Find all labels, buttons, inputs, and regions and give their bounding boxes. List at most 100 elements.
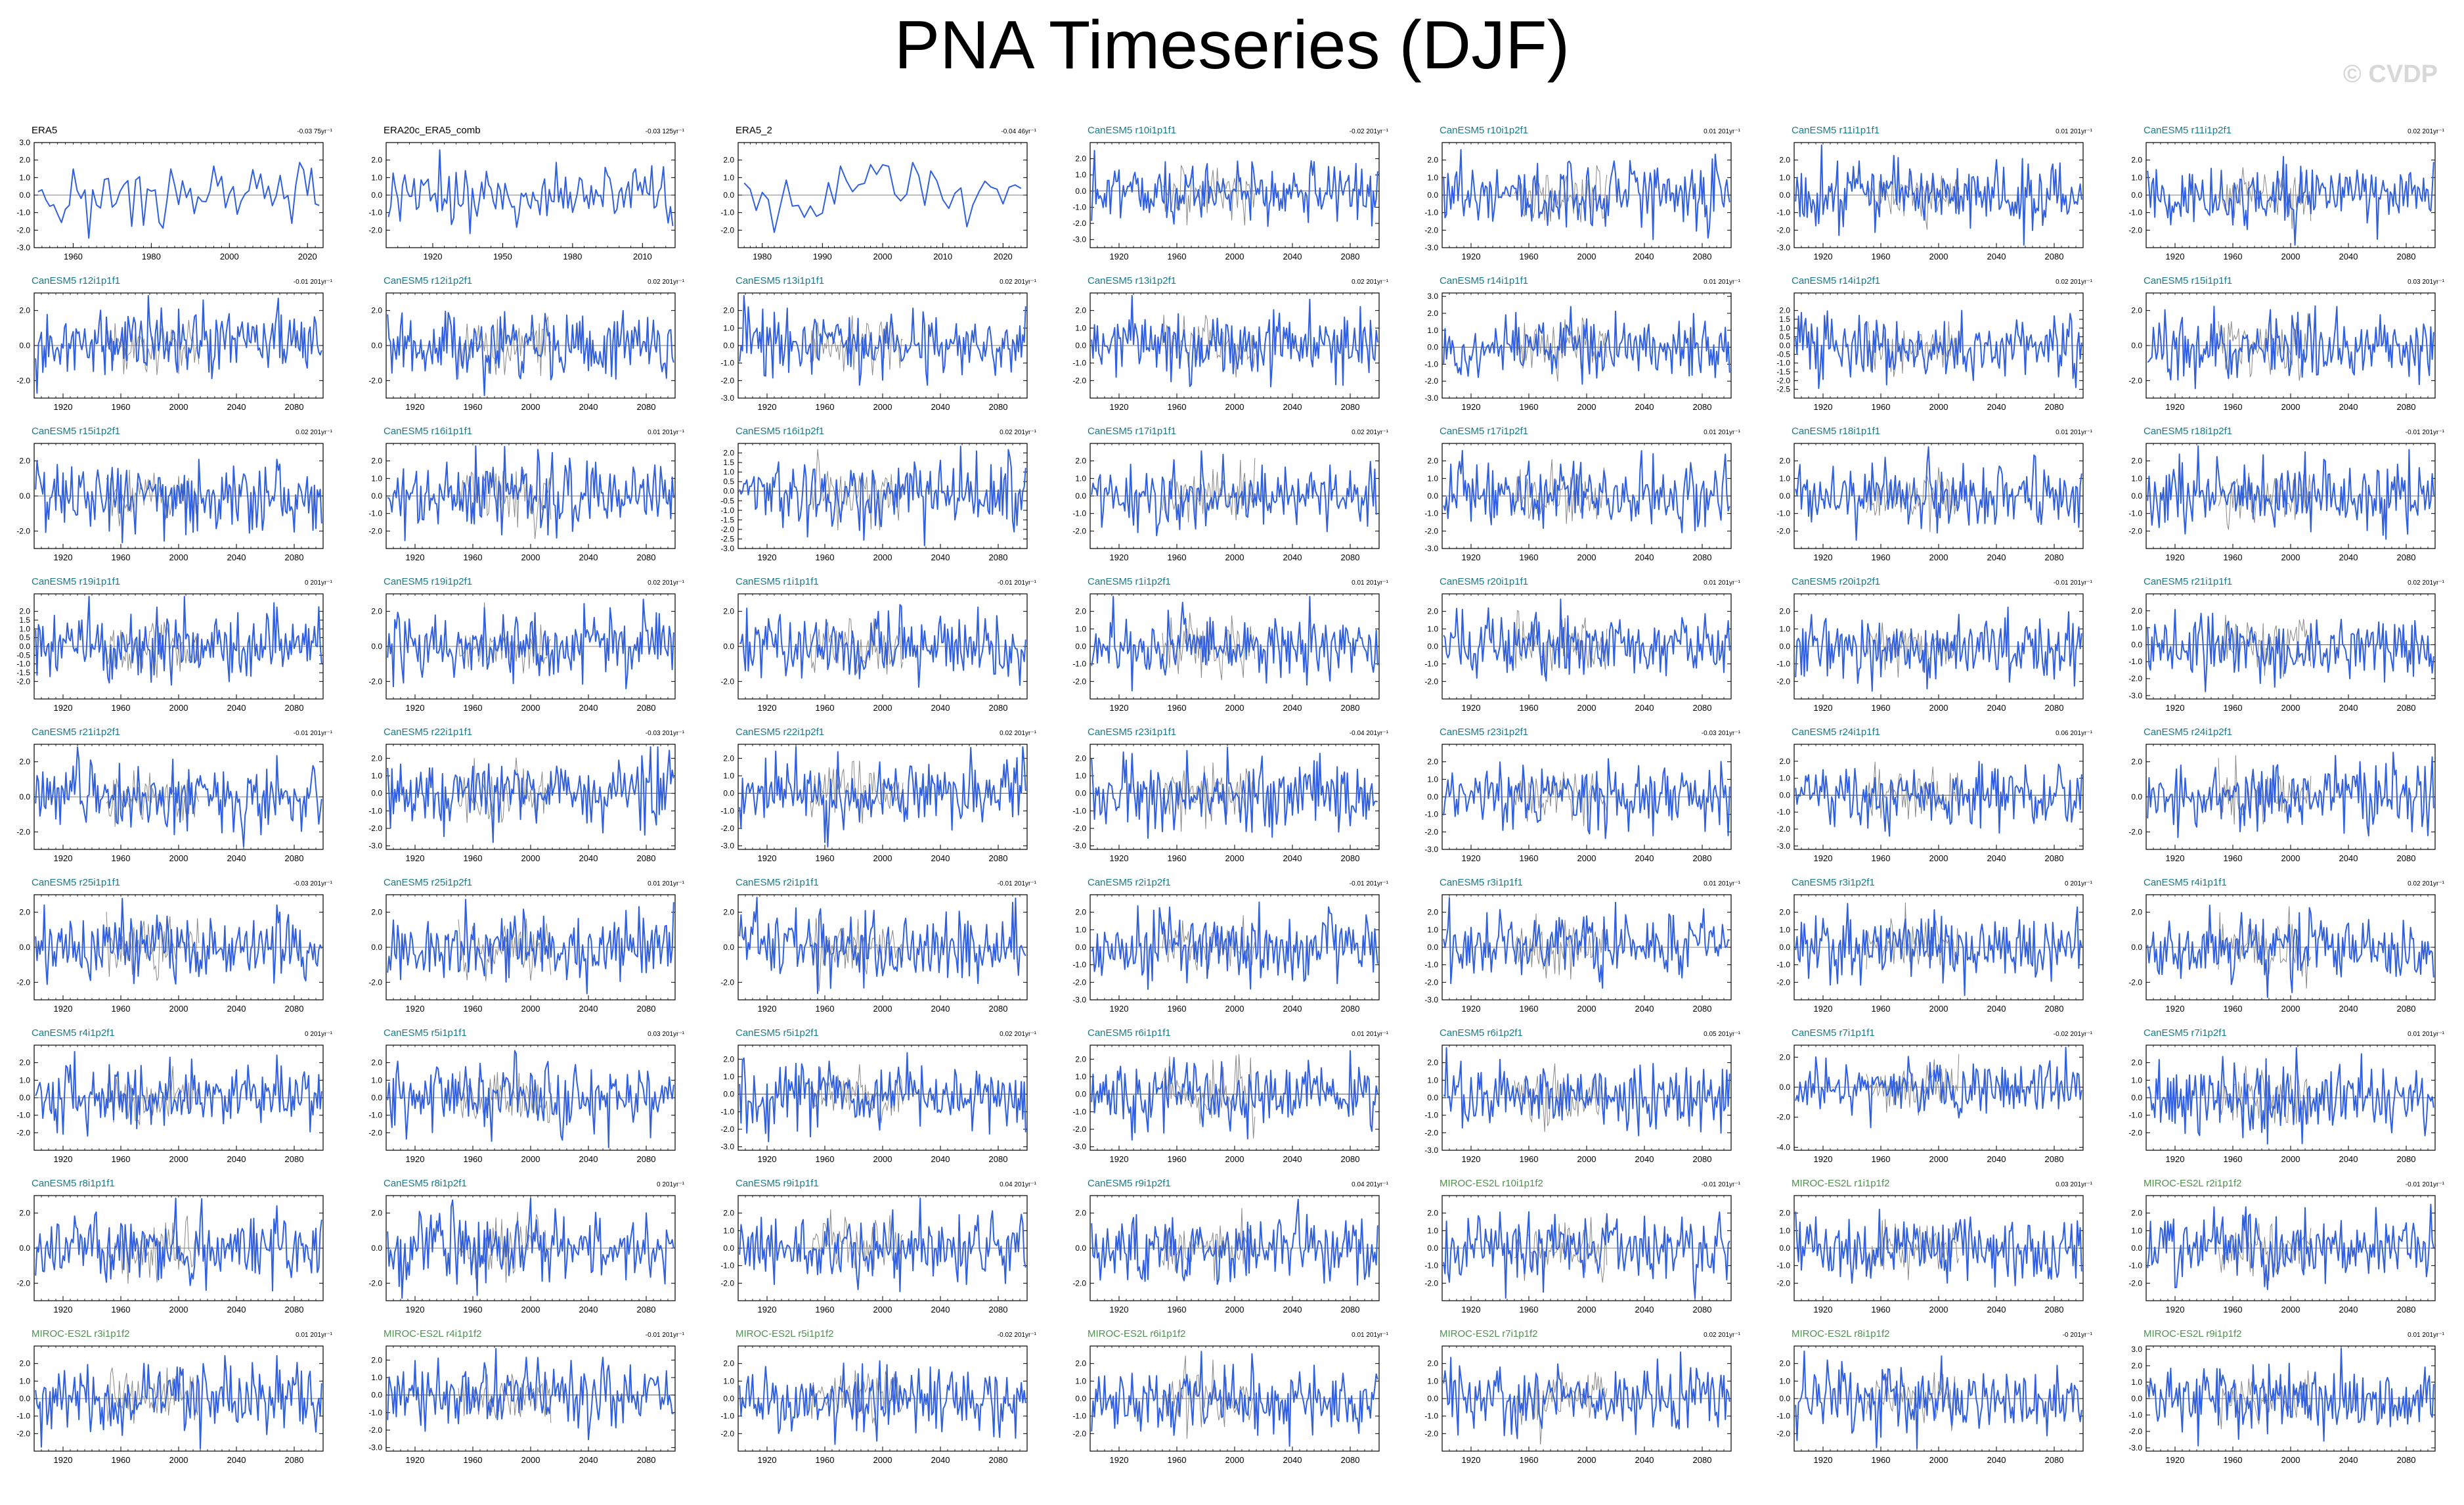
y-tick-label: -3.0 [16,243,30,252]
panel-title: CanESM5 r18i1p2f1 [2144,426,2232,437]
x-tick-label: 2080 [1341,252,1360,261]
panel-title: CanESM5 r14i1p2f1 [1792,275,1880,286]
x-tick-label: 2000 [521,552,540,562]
y-tick-label: 2.0 [19,908,30,917]
x-tick-label: 2080 [989,703,1008,713]
panel-trend: -0.01 201yr⁻¹ [998,880,1037,887]
x-tick-label: 1920 [54,552,73,562]
y-tick-label: 2.0 [1075,753,1086,763]
x-tick-label: 2000 [1225,1004,1244,1014]
series-line [1795,145,2082,246]
x-tick-label: 1920 [1462,252,1481,261]
y-tick-label: -1.0 [1424,359,1438,369]
y-tick-label: 0.0 [723,341,734,350]
panel-title: CanESM5 r20i1p2f1 [1792,576,1880,587]
y-tick-label: 0.0 [1075,491,1086,501]
y-tick-label: -2.0 [1072,824,1086,833]
series-line [2147,156,2434,246]
y-tick-label: 2.0 [1779,457,1790,466]
y-tick-label: 2.0 [19,607,30,616]
y-tick-label: 1.0 [371,771,382,780]
y-tick-label: 0.0 [2131,640,2142,649]
y-tick-label: 0.0 [371,341,382,350]
y-tick-label: -1.0 [1776,660,1790,669]
x-tick-label: 1960 [112,853,131,863]
y-tick-label: -1.0 [1072,960,1086,970]
x-tick-label: 1920 [1814,552,1833,562]
y-tick-label: -3.0 [1072,235,1086,244]
chart-panel: CanESM5 r24i1p2f1 1920 1960 2000 2040 2080 2.0… [2128,727,2436,863]
x-tick-label: 1920 [1110,703,1129,713]
x-tick-label: 1960 [1520,1004,1539,1014]
y-tick-label: 0.5 [19,633,30,642]
plot-frame [737,744,1028,850]
y-tick-label: -2.0 [368,824,382,833]
panel-trend: 0.01 201yr⁻¹ [648,429,685,436]
x-tick-label: 2000 [1225,402,1244,412]
y-tick-label: -1.0 [16,208,30,217]
series-line [35,596,322,686]
y-tick-label: 1.0 [1779,474,1790,483]
panel-title: CanESM5 r21i1p1f1 [2144,576,2232,587]
x-tick-label: 1960 [2224,252,2243,261]
series-line [739,604,1026,688]
chart-panel: CanESM5 r12i1p1f1 -0.01 201yr⁻¹ 1920 1960 20… [16,275,332,412]
x-tick-label: 2000 [873,853,892,863]
observed-overlay-line [1162,458,1256,523]
y-tick-label: 0.0 [723,943,734,952]
y-tick-label: -1.0 [1424,810,1438,819]
y-tick-label: -2.5 [1776,385,1790,394]
x-tick-label: 2040 [1283,703,1302,713]
x-tick-label: 1960 [1520,853,1539,863]
x-tick-label: 1960 [1872,402,1891,412]
y-tick-label: -1.0 [2128,509,2142,518]
x-tick-label: 1920 [1462,703,1481,713]
y-tick-label: 2.0 [1427,607,1438,616]
y-tick-label: 1.0 [19,173,30,182]
x-tick-label: 1960 [1168,853,1187,863]
y-tick-label: 1.0 [1779,774,1790,783]
y-tick-label: -2.0 [16,977,30,987]
y-tick-label: -2.0 [1776,225,1790,235]
x-tick-label: 1920 [1110,252,1129,261]
chart-panel: CanESM5 r18i1p2f1 -0.01 201yr⁻¹ 1920 1960 20… [2128,426,2444,562]
x-tick-label: 2080 [637,853,656,863]
x-tick-label: 1960 [1520,703,1539,713]
y-tick-label: 0.0 [1427,642,1438,651]
y-tick-label: 1.0 [1075,771,1086,780]
y-tick-label: -3.0 [1072,995,1086,1004]
panel-trend: 0.01 201yr⁻¹ [1704,128,1741,135]
x-tick-label: 1920 [1110,853,1129,863]
x-tick-label: 2000 [1929,552,1948,562]
y-tick-label: 0.5 [723,477,734,486]
panel-trend: 0.01 201yr⁻¹ [1704,880,1741,887]
x-tick-label: 2080 [637,552,656,562]
series-line [739,445,1026,547]
panel-title: CanESM5 r10i1p1f1 [1088,125,1176,136]
y-tick-label: 0.0 [1779,943,1790,952]
y-tick-label: -1.0 [368,806,382,815]
panel-trend: 0 201yr⁻¹ [305,1031,333,1038]
panel-title: CanESM5 r11i1p1f1 [1792,125,1880,136]
y-tick-label: 0.0 [723,789,734,798]
y-tick-label: 0.0 [19,792,30,801]
y-tick-label: 2.0 [1427,309,1438,318]
series-line [1091,295,1378,388]
observed-overlay-line [106,319,200,375]
x-tick-label: 2040 [227,402,246,412]
x-tick-label: 2040 [1987,703,2006,713]
y-tick-label: 1.0 [1075,925,1086,934]
x-tick-label: 2080 [285,552,304,562]
panel-title: CanESM5 r1i1p2f1 [1088,576,1171,587]
chart-panel: CanESM5 r20i1p1f1 0.01 201yr⁻¹ 1920 1960 200… [1424,576,1740,713]
y-tick-label: 3.0 [1427,292,1438,301]
y-tick-label: 1.5 [723,458,734,467]
chart-panel: CanESM5 r19i1p2f1 0.02 201yr⁻¹ 1920 1960 200… [368,576,684,713]
y-tick-label: -2.0 [1424,827,1438,836]
x-tick-label: 1920 [1814,1004,1833,1014]
series-line [1091,150,1378,227]
x-tick-label: 1960 [112,703,131,713]
x-tick-label: 2080 [285,402,304,412]
x-tick-label: 1920 [1110,552,1129,562]
series-line [1443,450,1730,533]
